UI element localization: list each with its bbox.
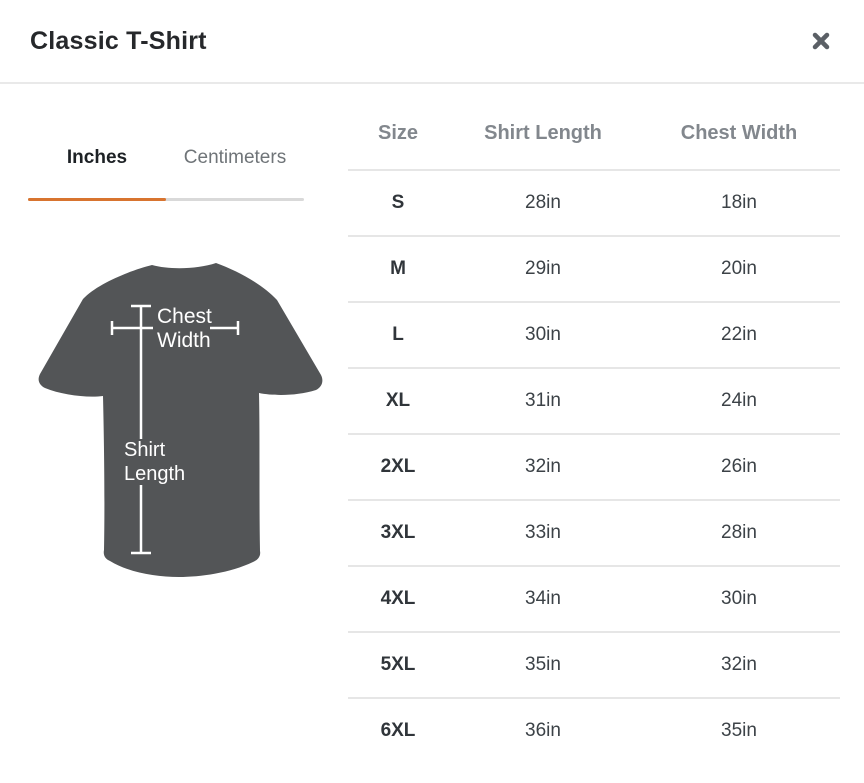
size-cell: S: [391, 192, 405, 213]
value-cell: 32in: [721, 654, 757, 675]
page-title: Classic T-Shirt: [30, 26, 207, 55]
close-button[interactable]: [808, 28, 834, 54]
tab-centimeters[interactable]: Centimeters: [166, 146, 304, 198]
size-cell: L: [392, 324, 404, 345]
value-cell: 36in: [525, 720, 561, 741]
tab-track: [28, 198, 304, 201]
value-cell: 26in: [721, 456, 757, 477]
value-cell: 29in: [525, 258, 561, 279]
table-row: 3XL 33in 28in: [348, 499, 840, 565]
table-row: L 30in 22in: [348, 301, 840, 367]
modal-body: Inches Centimeters: [0, 84, 864, 763]
size-cell: 2XL: [380, 456, 416, 477]
value-cell: 24in: [721, 390, 757, 411]
size-chart-table: Size Shirt Length Chest Width S 28in 18in M…: [348, 84, 864, 763]
table-row: 6XL 36in 35in: [348, 697, 840, 763]
value-cell: 35in: [721, 720, 757, 741]
column-header-chest-width: Chest Width: [680, 122, 798, 144]
value-cell: 28in: [721, 522, 757, 543]
tshirt-diagram: Chest Width Shirt Length: [30, 253, 330, 583]
left-panel: Inches Centimeters: [0, 84, 348, 763]
table-row: 2XL 32in 26in: [348, 433, 840, 499]
value-cell: 33in: [525, 522, 561, 543]
tshirt-shape: [38, 263, 323, 577]
column-header-shirt-length: Shirt Length: [484, 122, 602, 144]
value-cell: 30in: [525, 324, 561, 345]
value-cell: 35in: [525, 654, 561, 675]
value-cell: 34in: [525, 588, 561, 609]
table-row: XL 31in 24in: [348, 367, 840, 433]
tshirt-silhouette-icon: Chest Width Shirt Length: [38, 263, 323, 577]
shirt-length-label: Shirt: [124, 439, 166, 461]
chest-width-label: Chest: [157, 305, 212, 328]
tab-inches[interactable]: Inches: [28, 146, 166, 198]
size-cell: 6XL: [380, 720, 416, 741]
size-table-body: S 28in 18in M 29in 20in L 30in 22in XL 31in 24in 2XL…: [348, 169, 840, 763]
close-icon: [812, 32, 830, 50]
size-cell: M: [390, 258, 406, 279]
table-row: M 29in 20in: [348, 235, 840, 301]
shirt-length-label-2: Length: [124, 463, 185, 485]
value-cell: 22in: [721, 324, 757, 345]
tab-row: Inches Centimeters: [28, 146, 304, 198]
size-cell: 4XL: [380, 588, 416, 609]
value-cell: 32in: [525, 456, 561, 477]
active-tab-indicator: [28, 198, 166, 201]
value-cell: 31in: [525, 390, 561, 411]
value-cell: 30in: [721, 588, 757, 609]
value-cell: 18in: [721, 192, 757, 213]
table-header-row: Size Shirt Length Chest Width: [348, 98, 840, 169]
size-cell: 3XL: [380, 522, 416, 543]
measurement-lines: [110, 304, 240, 555]
unit-tabs: Inches Centimeters: [28, 146, 304, 201]
chest-width-label-2: Width: [157, 329, 211, 352]
modal-header: Classic T-Shirt: [0, 0, 864, 84]
value-cell: 28in: [525, 192, 561, 213]
value-cell: 20in: [721, 258, 757, 279]
size-cell: 5XL: [380, 654, 416, 675]
size-cell: XL: [385, 390, 411, 411]
table-row: 4XL 34in 30in: [348, 565, 840, 631]
column-header-size: Size: [377, 122, 419, 144]
table-row: S 28in 18in: [348, 169, 840, 235]
table-row: 5XL 35in 32in: [348, 631, 840, 697]
